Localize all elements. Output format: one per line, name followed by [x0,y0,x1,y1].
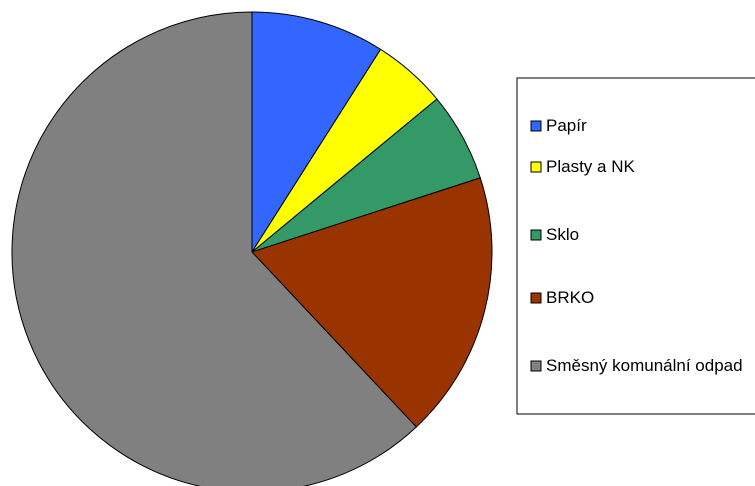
pie-slice-4 [11,11,417,486]
legend-label-4: Směsný komunální odpad [546,356,743,375]
pie-slice-3 [251,177,493,428]
legend-swatch-1 [530,161,542,173]
legend-swatch-2 [530,229,542,241]
legend-swatch-0 [530,120,542,132]
legend-label-3: BRKO [546,288,594,307]
pie-slice-0 [251,11,382,254]
legend-label-0: Papír [546,116,587,135]
legend-label-1: Plasty a NK [546,157,635,176]
pie-slices [11,11,493,486]
legend-swatch-4 [530,360,542,372]
legend: Papír Plasty a NK Sklo BRKO Směsný komunální… [516,77,755,415]
legend-swatch-3 [530,292,542,304]
legend-box [516,77,755,415]
legend-label-2: Sklo [546,225,579,244]
